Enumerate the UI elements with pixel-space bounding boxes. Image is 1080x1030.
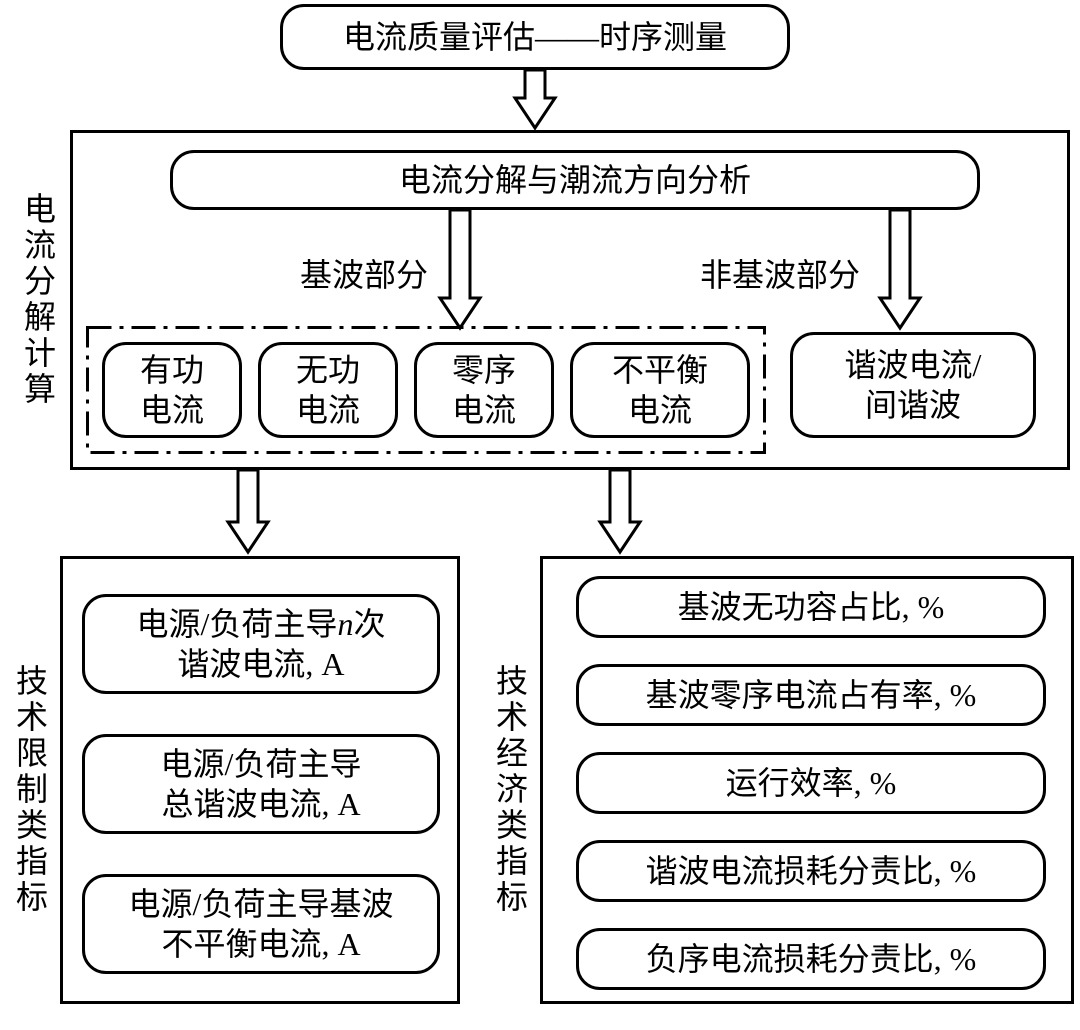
nonfund-item: 谐波电流/ 间谐波	[790, 332, 1036, 438]
fund-item-3: 不平衡 电流	[570, 342, 750, 438]
left-section-side-label: 技术限制类指标	[6, 590, 54, 990]
fund-item-0: 有功 电流	[102, 342, 242, 438]
right-item-4: 负序电流损耗分责比, %	[576, 928, 1046, 990]
left-item-2: 电源/负荷主导基波 不平衡电流, A	[82, 874, 440, 974]
left-item-0: 电源/负荷主导n次谐波电流, A	[82, 594, 440, 694]
fund-item-2: 零序 电流	[414, 342, 554, 438]
arrow-top	[515, 70, 555, 132]
arrow-to-left-section	[228, 470, 268, 554]
right-item-3: 谐波电流损耗分责比, %	[576, 840, 1046, 902]
branch-label-left: 基波部分	[300, 250, 428, 296]
left-item-1: 电源/负荷主导 总谐波电流, A	[82, 734, 440, 834]
section1-header: 电流分解与潮流方向分析	[170, 150, 980, 210]
title-node: 电流质量评估——时序测量	[280, 4, 790, 70]
flowchart-canvas: 电流质量评估——时序测量 电流分解计算 电流分解与潮流方向分析 基波部分 非基波…	[0, 0, 1080, 1030]
right-item-0: 基波无功容占比, %	[576, 576, 1046, 638]
right-item-2: 运行效率, %	[576, 752, 1046, 814]
arrow-branch-right	[880, 210, 920, 330]
title-text: 电流质量评估——时序测量	[343, 17, 727, 57]
arrow-branch-left	[440, 210, 480, 330]
fund-item-1: 无功 电流	[258, 342, 398, 438]
left-item-0-text: 电源/负荷主导n次谐波电流, A	[137, 604, 386, 684]
arrow-to-right-section	[600, 470, 640, 554]
branch-label-right: 非基波部分	[700, 250, 860, 296]
right-section-side-label: 技术经济类指标	[486, 590, 534, 990]
right-item-1: 基波零序电流占有率, %	[576, 664, 1046, 726]
section1-side-label: 电流分解计算	[14, 140, 62, 460]
